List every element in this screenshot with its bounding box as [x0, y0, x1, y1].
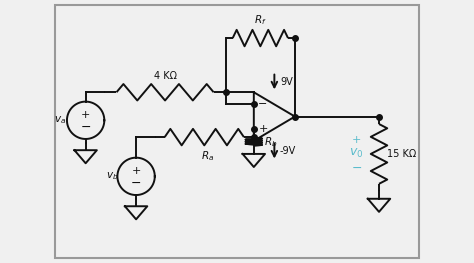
Text: +: + [131, 166, 141, 176]
Text: $v_a$: $v_a$ [54, 114, 66, 126]
Text: $v_b$: $v_b$ [106, 170, 118, 182]
Text: 15 KΩ: 15 KΩ [387, 149, 417, 159]
Text: $v_0$: $v_0$ [349, 147, 364, 160]
Text: -9V: -9V [280, 146, 296, 156]
Text: +: + [258, 124, 268, 134]
Text: $R_a$: $R_a$ [201, 149, 215, 163]
Text: −: − [258, 99, 268, 109]
Text: 4 KΩ: 4 KΩ [154, 71, 176, 81]
Text: $R_b$: $R_b$ [264, 135, 278, 149]
Text: $R_f$: $R_f$ [254, 13, 267, 27]
Text: −: − [131, 176, 141, 190]
Text: −: − [81, 120, 91, 134]
Text: +: + [352, 135, 361, 145]
Text: +: + [81, 110, 91, 120]
Text: −: − [351, 162, 362, 175]
Text: 9V: 9V [280, 77, 293, 87]
